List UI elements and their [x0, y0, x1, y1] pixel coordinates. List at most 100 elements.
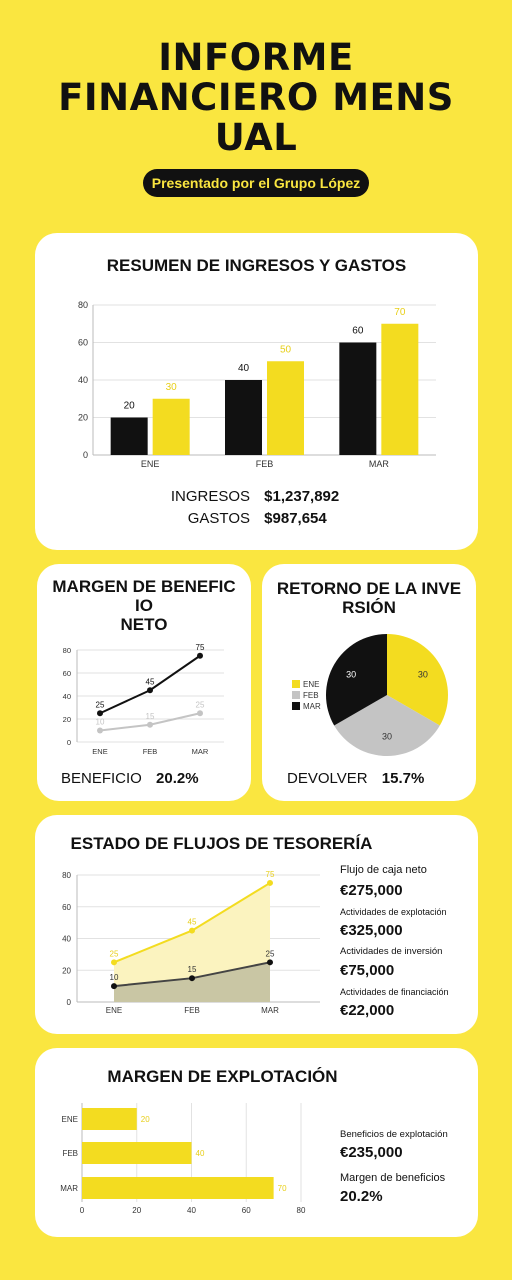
cash-stat-value-1: €325,000 [340, 922, 403, 939]
cashflow-card: ESTADO DE FLUJOS DE TESORERÍA 0 20 40 60 80 E… [35, 815, 478, 1034]
data-label: 75 [266, 870, 275, 879]
income-title: RESUMEN DE INGRESOS Y GASTOS [106, 256, 407, 275]
gastos-row: GASTOS $987,654 [168, 510, 327, 527]
data-label: 45 [188, 918, 197, 927]
ingresos-row: INGRESOS $1,237,892 [168, 488, 339, 505]
cash-stat-value-2: €75,000 [340, 962, 395, 979]
op-stat-value-0: €235,000 [340, 1144, 403, 1161]
data-label: 50 [280, 344, 292, 355]
data-point [267, 959, 273, 966]
cash-stat-label-3: Actividades de financiación [340, 987, 449, 997]
y-tick-label: 60 [63, 669, 71, 678]
data-point [197, 652, 203, 659]
data-label: 25 [266, 949, 275, 958]
gastos-label: GASTOS [187, 510, 250, 527]
margin-title-line-2: IO [135, 596, 153, 615]
data-label: 30 [166, 382, 178, 393]
bar [110, 417, 148, 455]
data-point [111, 959, 117, 966]
y-tick-label: 0 [67, 738, 71, 747]
gastos-value: $987,654 [264, 510, 327, 527]
pie-slice [326, 634, 387, 726]
x-tick-label: FEB [184, 1006, 200, 1015]
y-tick-label: 20 [63, 715, 71, 724]
bar [339, 342, 377, 455]
legend-label: MAR [303, 702, 321, 711]
data-point [111, 983, 117, 990]
beneficio-label: BENEFICIO [61, 770, 142, 787]
x-tick-label: FEB [143, 747, 158, 756]
y-tick-label: FEB [62, 1149, 78, 1158]
margin-card: MARGEN DE BENEFIC IO NETO 0 20 40 60 80 ENE FE… [37, 564, 251, 801]
data-label: 45 [146, 677, 155, 686]
y-tick-label: 0 [67, 998, 72, 1007]
data-point [267, 879, 273, 886]
data-point [147, 721, 153, 728]
roi-card: RETORNO DE LA INVE RSIÓN ENE FEB MAR 30 3… [262, 564, 476, 801]
roi-title-line-2: RSIÓN [342, 598, 396, 617]
legend-swatch [292, 680, 300, 688]
cash-stat-label-2: Actividades de inversión [340, 946, 443, 957]
x-tick-label: 40 [187, 1206, 196, 1215]
income-card: RESUMEN DE INGRESOS Y GASTOS 0 20 40 60 80 EN… [35, 233, 478, 550]
legend-label: FEB [303, 691, 319, 700]
roi-pie-chart: 30 30 30 [326, 634, 448, 756]
y-tick-label: 80 [63, 646, 71, 655]
ingresos-label: INGRESOS [170, 488, 250, 505]
title-line-2: FINANCIERO MENS [58, 76, 454, 119]
operating-title: MARGEN DE EXPLOTACIÓN [107, 1067, 338, 1086]
data-point [189, 927, 195, 934]
operating-hbar-chart: 0 20 40 60 80 ENE 20 FEB 40 MAR 70 [60, 1103, 306, 1215]
data-label: 40 [196, 1149, 205, 1158]
report-title: INFORME FINANCIERO MENS UAL [0, 38, 512, 158]
y-tick-label: 40 [63, 692, 71, 701]
margin-title: MARGEN DE BENEFIC IO NETO [37, 577, 251, 634]
pie-slice [334, 695, 440, 756]
data-label: 15 [188, 965, 197, 974]
roi-title: RETORNO DE LA INVE RSIÓN [262, 579, 476, 617]
legend-item: MAR [292, 701, 321, 712]
data-label: 10 [110, 973, 119, 982]
op-stat-label-1: Margen de beneficios [340, 1172, 446, 1184]
data-label: 20 [141, 1115, 150, 1124]
cash-stat-value-3: €22,000 [340, 1002, 395, 1019]
data-label: 15 [146, 712, 155, 721]
bar [82, 1142, 192, 1164]
roi-title-line-1: RETORNO DE LA INVE [276, 579, 462, 598]
op-stat-label-0: Beneficios de explotación [340, 1129, 448, 1140]
y-tick-label: 80 [78, 300, 88, 310]
x-tick-label: 20 [132, 1206, 141, 1215]
cash-stat-label-1: Actividades de explotación [340, 907, 447, 917]
y-tick-label: 40 [62, 935, 71, 944]
cash-stat-label-0: Flujo de caja neto [340, 864, 427, 876]
data-label: 60 [352, 326, 364, 337]
pie-slice [387, 634, 448, 726]
op-stat-value-1: 20.2% [340, 1188, 383, 1205]
subtitle-badge: Presentado por el Grupo López [143, 169, 369, 197]
data-label: 70 [278, 1184, 287, 1193]
devolver-row: DEVOLVER 15.7% [287, 770, 424, 787]
legend-swatch [292, 702, 300, 710]
data-label: 70 [394, 307, 406, 318]
data-point [197, 710, 203, 717]
y-tick-label: 20 [78, 413, 88, 423]
devolver-value: 15.7% [381, 770, 425, 787]
data-label: 20 [124, 401, 136, 412]
slice-label: 30 [382, 731, 392, 741]
x-tick-label: ENE [141, 459, 160, 469]
legend-item: FEB [292, 690, 321, 701]
cashflow-area-chart: 0 20 40 60 80 ENE FEB MAR 25 45 75 10 15 25 [62, 870, 320, 1015]
data-label: 25 [96, 700, 105, 709]
legend-swatch [292, 691, 300, 699]
cashflow-title: ESTADO DE FLUJOS DE TESORERÍA [70, 834, 373, 853]
beneficio-value: 20.2% [156, 770, 199, 787]
devolver-label: DEVOLVER [287, 770, 368, 787]
margin-title-line-3: NETO [120, 615, 168, 634]
y-tick-label: 0 [83, 450, 88, 460]
x-tick-label: MAR [369, 459, 390, 469]
data-label: 75 [196, 643, 205, 652]
legend-item: ENE [292, 679, 321, 690]
cash-stat-value-0: €275,000 [340, 882, 403, 899]
income-bar-chart: 0 20 40 60 80 ENE 20 30 FEB 40 50 MAR 60 70 [78, 300, 436, 469]
margin-line-chart: 0 20 40 60 80 ENE FEB MAR 10 15 25 25 45 75 [63, 643, 224, 756]
